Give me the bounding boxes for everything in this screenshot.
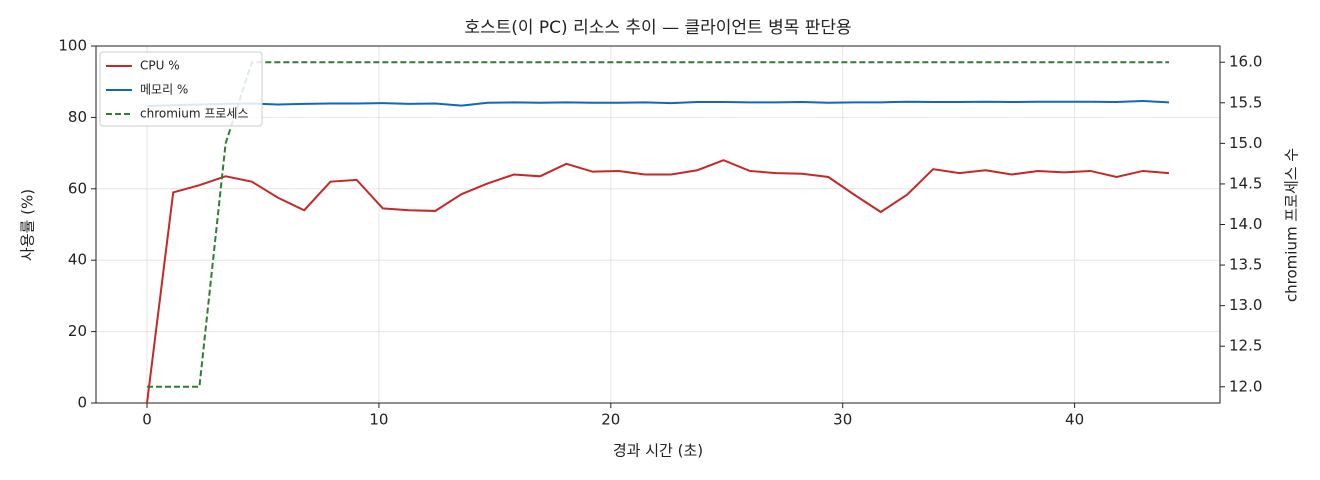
y-tick-label: 100: [58, 37, 87, 55]
data-line: [147, 61, 1169, 388]
x-tick-label: 30: [833, 411, 852, 429]
legend-label: chromium 프로세스: [140, 107, 249, 121]
x-tick-label: 10: [369, 411, 388, 429]
y-tick-label: 0: [77, 394, 87, 412]
y2-tick-label: 13.0: [1229, 296, 1262, 314]
y-tick-label: 40: [68, 251, 87, 269]
y-tick-label: 80: [68, 108, 87, 126]
y2-tick-label: 16.0: [1229, 53, 1262, 71]
legend-label: 메모리 %: [140, 83, 188, 97]
y2-tick-label: 13.5: [1229, 256, 1262, 274]
x-tick-label: 40: [1065, 411, 1084, 429]
legend-label: CPU %: [140, 59, 180, 73]
y2-axis-label: chromium 프로세스 수: [1283, 148, 1301, 302]
y2-tick-label: 14.5: [1229, 174, 1262, 192]
x-tick-label: 0: [142, 411, 152, 429]
y-tick-label: 60: [68, 179, 87, 197]
data-line: [146, 99, 1170, 107]
x-tick-label: 20: [601, 411, 620, 429]
y-axis-label: 사용률 (%): [19, 189, 37, 261]
y2-tick-label: 15.0: [1229, 134, 1262, 152]
y2-tick-label: 15.5: [1229, 93, 1262, 111]
x-axis-label: 경과 시간 (초): [613, 442, 703, 460]
y-tick-label: 20: [68, 322, 87, 340]
y2-tick-label: 12.0: [1229, 377, 1262, 395]
chart-title: 호스트(이 PC) 리소스 추이 — 클라이언트 병목 판단용: [464, 18, 851, 38]
y2-tick-label: 14.0: [1229, 215, 1262, 233]
legend-box: [99, 51, 263, 127]
data-line: [146, 159, 1170, 404]
y2-tick-label: 12.5: [1229, 337, 1262, 355]
plot-frame: [95, 45, 1221, 404]
